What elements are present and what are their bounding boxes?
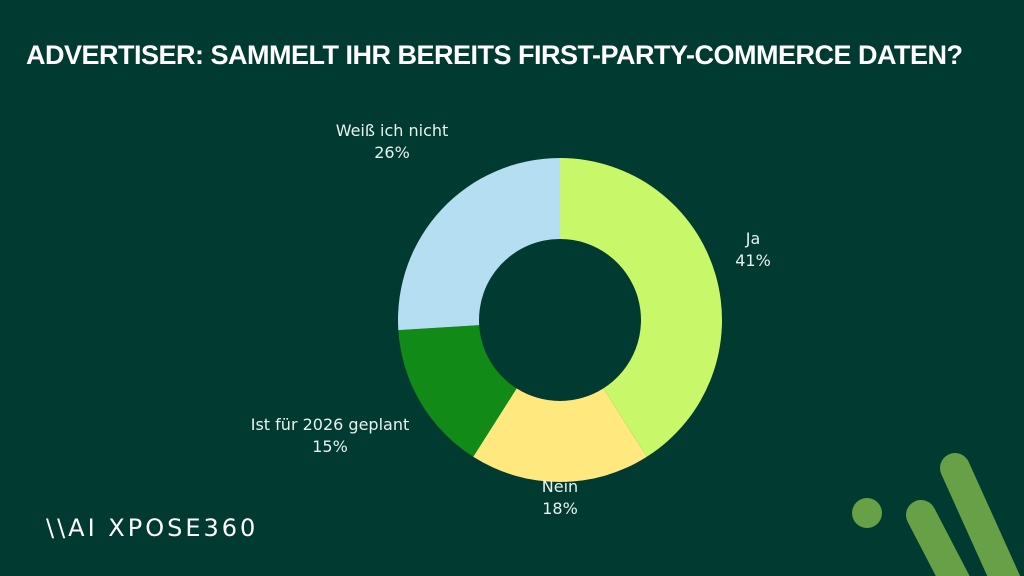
slice-nein <box>473 388 647 482</box>
decor-dot <box>852 498 882 528</box>
donut-slices <box>398 158 723 482</box>
slice-value-label: 26% <box>374 143 410 162</box>
slice-wei-ich-nicht <box>398 158 560 331</box>
slice-value-label: 41% <box>735 251 771 270</box>
slice-label: Weiß ich nicht <box>336 121 449 140</box>
chart-title: ADVERTISER: SAMMELT IHR BEREITS FIRST-PA… <box>26 40 963 70</box>
slice-label: Ja <box>745 229 761 248</box>
slice-ja <box>560 158 723 457</box>
brand-logo: \\AI XPOSE360 <box>46 514 258 542</box>
slice-value-label: 18% <box>542 499 578 518</box>
logo-text: \\AI XPOSE360 <box>46 514 259 542</box>
slice-labels: Ja 41% Nein 18% Ist für 2026 geplant 15% Weiß … <box>251 121 771 518</box>
slice-label: Nein <box>542 477 578 496</box>
decor-stroke-long <box>940 453 1021 576</box>
slice-label: Ist für 2026 geplant <box>251 415 409 434</box>
slice-value-label: 15% <box>312 437 348 456</box>
decor-stroke-short <box>906 500 970 576</box>
slice-ist-f-r-2026-geplant <box>398 325 517 457</box>
